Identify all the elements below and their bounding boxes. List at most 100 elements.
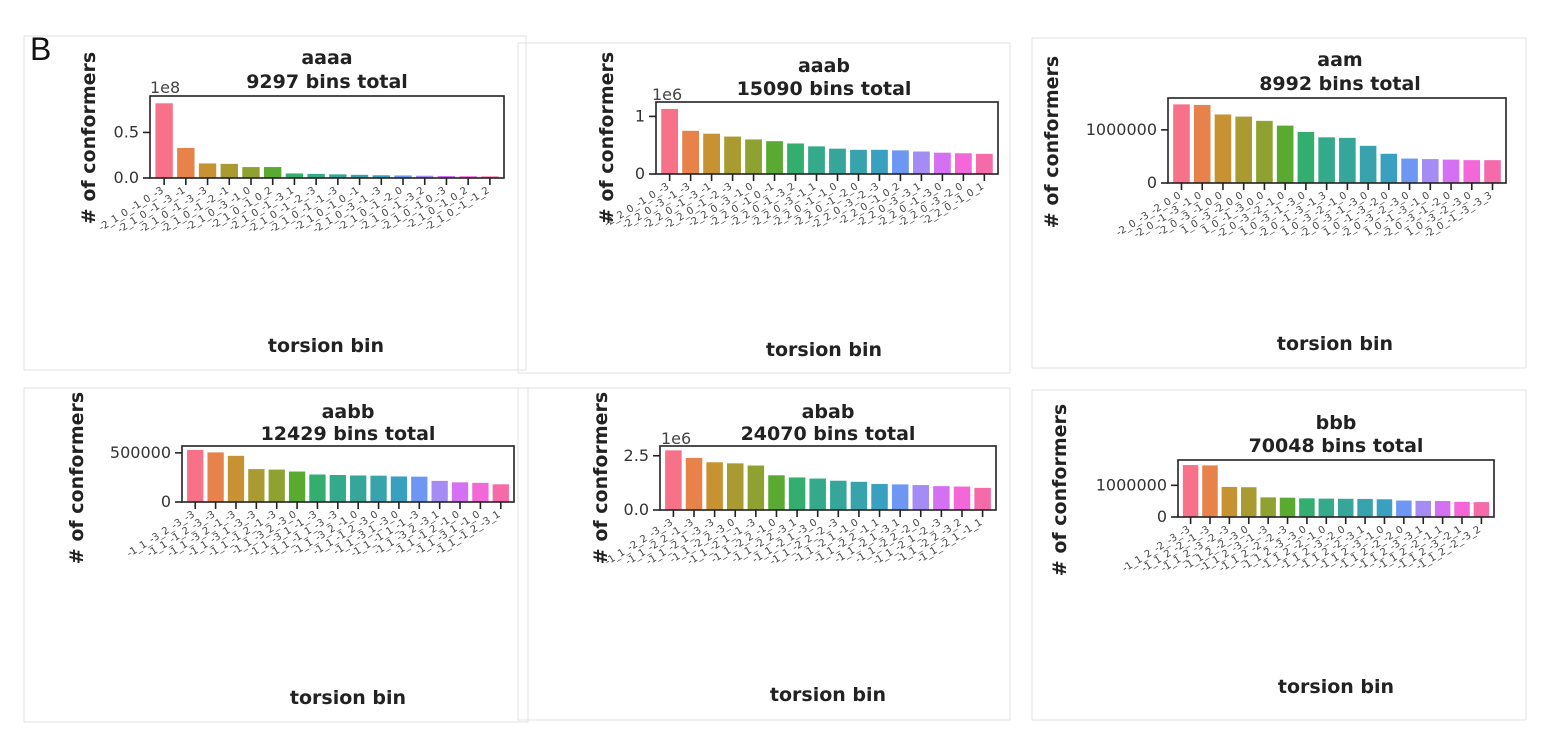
bar xyxy=(851,482,867,510)
bar xyxy=(789,477,805,510)
bar xyxy=(1443,160,1460,183)
bar xyxy=(727,463,743,510)
bar xyxy=(976,154,993,174)
bar xyxy=(787,143,804,174)
bar xyxy=(1222,487,1238,517)
bar xyxy=(1357,499,1373,517)
bar xyxy=(724,137,741,174)
bar xyxy=(808,146,825,174)
bar xyxy=(269,470,285,502)
bar xyxy=(248,469,264,502)
bar xyxy=(228,456,244,502)
y-axis-label: # of conformers xyxy=(590,392,612,564)
y-tick-label: 1000000 xyxy=(1086,120,1157,139)
bar xyxy=(850,150,867,174)
bar xyxy=(1339,138,1356,183)
bar xyxy=(1256,121,1273,183)
chart-title-bins: 8992 bins total xyxy=(1259,73,1421,95)
chart-title-name: aam xyxy=(1317,49,1362,71)
bar xyxy=(452,482,468,502)
y-offset-text: 1e6 xyxy=(652,85,682,104)
bar xyxy=(1298,132,1315,183)
bar xyxy=(1415,501,1431,517)
bar xyxy=(289,472,305,502)
y-tick-label: 0 xyxy=(635,164,645,183)
bar xyxy=(1183,465,1199,517)
y-offset-text: 1e8 xyxy=(150,78,180,97)
bar xyxy=(913,152,930,174)
y-axis-label: # of conformers xyxy=(66,392,88,564)
chart-aaaa: aaaa9297 bins total-2_1_0_-1_0_-3-2_1_0_… xyxy=(78,47,504,357)
bar xyxy=(1474,502,1490,517)
bar xyxy=(264,167,281,178)
bar xyxy=(766,141,783,174)
bar xyxy=(706,462,722,510)
bar xyxy=(309,474,325,502)
bar xyxy=(829,149,846,174)
bar xyxy=(661,109,678,174)
bar xyxy=(1377,499,1393,517)
bar xyxy=(155,103,172,178)
bar xyxy=(1173,104,1190,183)
bar xyxy=(472,483,488,502)
y-tick-label: 0 xyxy=(161,492,171,511)
chart-title-name: aabb xyxy=(322,401,375,423)
bar xyxy=(411,477,427,502)
bar xyxy=(1463,160,1480,183)
bar xyxy=(871,150,888,174)
x-axis-label: torsion bin xyxy=(1278,676,1394,698)
bar xyxy=(1241,487,1257,517)
y-tick-label: 0.0 xyxy=(624,500,649,519)
bar xyxy=(871,484,887,510)
bar xyxy=(1319,499,1335,517)
y-tick-label: 0.0 xyxy=(114,168,139,187)
chart-aam: aam8992 bins total-2_0_-3_-2_0_0-2_0_-1_… xyxy=(1041,49,1506,355)
bar xyxy=(768,475,784,510)
chart-title-bins: 24070 bins total xyxy=(741,423,916,445)
x-axis-label: torsion bin xyxy=(290,687,406,709)
bar xyxy=(1338,499,1354,517)
bar xyxy=(748,466,764,510)
bar xyxy=(892,150,909,174)
bar xyxy=(350,475,366,502)
bar xyxy=(892,484,908,510)
bar xyxy=(1277,126,1294,183)
x-axis-label: torsion bin xyxy=(770,684,886,706)
chart-bbb: bbb70048 bins total-1_1_2_-2_-3_-3-1_1_2… xyxy=(1049,404,1494,698)
panel-letter: B xyxy=(30,31,51,67)
bar xyxy=(370,476,386,502)
y-tick-label: 1000000 xyxy=(1096,475,1167,494)
y-axis-label: # of conformers xyxy=(1049,404,1071,576)
bar xyxy=(1484,160,1501,183)
bar xyxy=(933,486,949,510)
y-tick-label: 0 xyxy=(1157,507,1167,526)
y-tick-label: 2.5 xyxy=(624,446,649,465)
x-axis-label: torsion bin xyxy=(268,335,384,357)
bar xyxy=(1194,105,1211,183)
bar xyxy=(809,479,825,510)
y-offset-text: 1e6 xyxy=(661,429,691,448)
bar xyxy=(1435,501,1451,517)
y-tick-label: 0 xyxy=(1147,173,1157,192)
bar xyxy=(830,481,846,510)
bar xyxy=(199,163,216,178)
bar xyxy=(432,481,448,502)
chart-title-name: aaab xyxy=(798,55,850,77)
chart-title-bins: 15090 bins total xyxy=(737,78,912,100)
x-axis-label: torsion bin xyxy=(766,339,882,361)
bar xyxy=(1360,146,1377,183)
bar xyxy=(974,488,990,510)
bar xyxy=(1454,502,1470,517)
bar xyxy=(330,475,346,502)
chart-abab: abab24070 bins total-1_1_-2_2_-3_-3-1_1_… xyxy=(590,392,996,706)
chart-title-name: abab xyxy=(802,401,855,423)
y-axis-label: # of conformers xyxy=(1041,56,1063,228)
bar xyxy=(1401,159,1418,183)
chart-aabb: aabb12429 bins total-1_1_-3_2_-3_-3-1_1_… xyxy=(66,392,514,709)
bar xyxy=(242,167,259,178)
bar xyxy=(493,484,509,502)
bar xyxy=(934,153,951,174)
bar xyxy=(221,164,238,178)
chart-title-bins: 9297 bins total xyxy=(246,71,408,93)
